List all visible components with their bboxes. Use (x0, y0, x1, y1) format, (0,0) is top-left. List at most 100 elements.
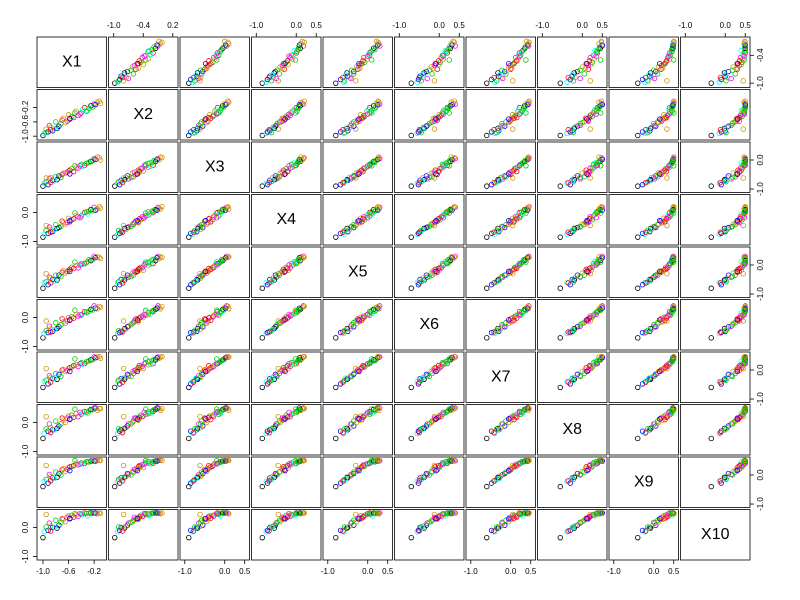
point (708, 335, 714, 341)
panel (394, 456, 465, 508)
point (585, 466, 591, 472)
point (54, 376, 60, 382)
point (67, 171, 73, 177)
point (655, 119, 662, 126)
point (508, 170, 515, 176)
point (598, 353, 605, 360)
point (147, 511, 154, 518)
point (734, 317, 740, 323)
point (499, 273, 505, 280)
panel (251, 351, 322, 403)
point (508, 516, 515, 523)
point (725, 123, 732, 129)
point (595, 105, 601, 112)
point (269, 375, 275, 381)
point (90, 157, 96, 164)
point (217, 359, 223, 365)
point (145, 212, 151, 219)
point (347, 326, 353, 332)
point (263, 529, 269, 535)
point (515, 311, 521, 318)
point (723, 179, 729, 185)
point (708, 234, 714, 240)
point (502, 522, 508, 528)
y-tick-label: -1.0 (21, 339, 30, 353)
point (47, 528, 54, 534)
point (59, 467, 65, 473)
point (353, 462, 359, 469)
point (361, 512, 368, 518)
point (118, 524, 124, 531)
point (557, 335, 563, 341)
point (415, 527, 422, 534)
point (635, 183, 641, 189)
point (72, 510, 78, 517)
point (134, 268, 141, 275)
point (426, 174, 432, 181)
point (86, 357, 92, 364)
point (671, 405, 677, 412)
point (664, 126, 670, 132)
point (565, 379, 571, 385)
point (597, 256, 603, 262)
point (282, 467, 288, 474)
point (499, 67, 505, 73)
point (275, 462, 281, 469)
point (416, 179, 422, 186)
point (659, 268, 666, 274)
point (119, 429, 126, 436)
panel (680, 89, 751, 141)
point (333, 80, 339, 86)
point (135, 516, 142, 523)
point (584, 116, 590, 122)
point (116, 527, 123, 534)
point (51, 427, 58, 433)
point (498, 74, 504, 81)
point (565, 528, 571, 534)
point (423, 173, 430, 179)
point (522, 157, 528, 164)
point (729, 120, 736, 127)
point (266, 179, 272, 186)
point (375, 203, 381, 210)
point (373, 307, 379, 313)
point (373, 458, 379, 465)
point (736, 362, 743, 369)
point (141, 53, 147, 59)
point (421, 376, 427, 382)
point (292, 57, 299, 63)
point (569, 72, 575, 78)
point (494, 179, 500, 185)
point (663, 114, 670, 121)
point (134, 467, 141, 474)
variable-label: X4 (276, 211, 296, 228)
x-tick-label: 0.0 (720, 21, 732, 30)
point (266, 429, 272, 436)
point (431, 126, 438, 132)
point (120, 72, 127, 78)
point (128, 67, 134, 73)
point (659, 65, 666, 71)
point (145, 56, 151, 62)
point (740, 175, 746, 181)
point (96, 98, 102, 104)
y-tick-label: -1.0 (756, 392, 765, 406)
point (491, 127, 497, 133)
point (494, 426, 500, 432)
point (525, 306, 532, 312)
point (159, 39, 165, 45)
point (51, 475, 58, 482)
point (43, 227, 49, 234)
point (491, 280, 497, 286)
point (266, 528, 272, 534)
point (217, 409, 223, 415)
point (343, 375, 349, 381)
point (597, 157, 603, 164)
point (423, 272, 430, 278)
point (197, 318, 203, 324)
point (90, 256, 96, 262)
point (508, 417, 515, 423)
point (376, 511, 382, 517)
point (119, 74, 126, 81)
point (294, 259, 300, 266)
